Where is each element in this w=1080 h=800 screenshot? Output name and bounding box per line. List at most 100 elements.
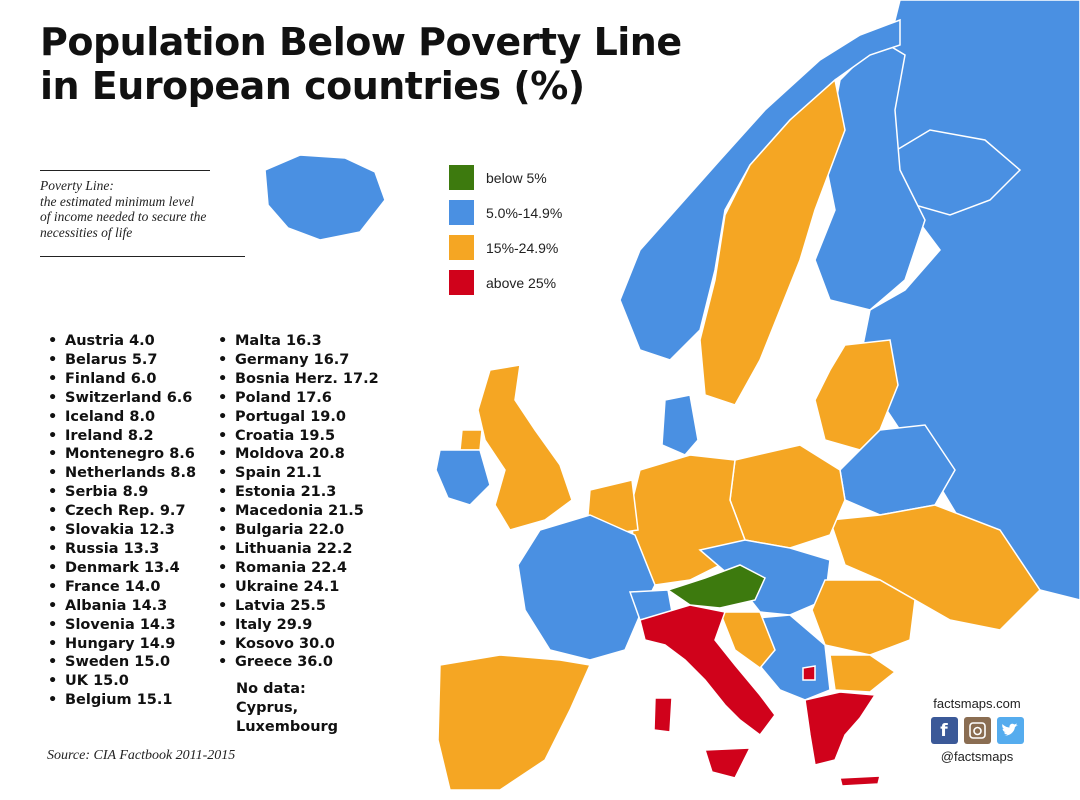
country-list-item: Greece 36.0 [218,653,379,672]
region-northern-ireland [459,429,483,451]
legend-label: 5.0%-14.9% [486,204,563,221]
country-name: Bosnia Herz. [235,370,338,387]
legend-label: 15%-24.9% [486,239,559,256]
country-name: Bulgaria [235,522,304,539]
region-ukraine [828,504,1041,631]
legend-swatch [449,235,474,260]
country-value: 30.0 [299,635,335,652]
region-great-britain [477,364,573,531]
region-finland [814,39,926,311]
brand-handle[interactable]: @factsmaps [940,749,1014,764]
country-list-item: Belgium 15.1 [48,691,196,710]
legend-item: 15%-24.9% [449,235,562,260]
country-value: 24.1 [303,578,340,595]
country-name: Croatia [235,427,295,444]
instagram-icon[interactable] [963,717,991,744]
country-name: Ukraine [235,578,299,595]
country-name: France [65,578,120,595]
country-list-item: Denmark 13.4 [48,559,196,578]
country-name: Iceland [65,408,125,425]
country-value: 13.3 [123,540,160,557]
country-value: 8.8 [170,465,197,482]
country-name: Romania [235,559,307,576]
legend-item: 5.0%-14.9% [449,200,562,225]
legend-swatch [449,270,474,295]
country-name: Netherlands [65,465,166,482]
country-name: Belgium [65,692,132,709]
country-name: Serbia [65,484,118,501]
country-value: 21.3 [300,484,337,501]
legend-label: above 25% [486,274,557,291]
region-sicily [703,747,752,779]
country-name: Italy [235,616,272,633]
legend-label: below 5% [486,169,547,186]
country-value: 21.5 [328,503,364,520]
definition-bottom-rule [40,256,245,257]
country-list-item: Sweden 15.0 [48,653,196,672]
definition-line: the estimated minimum level [40,193,195,209]
region-italy [639,604,776,737]
country-value: 19.5 [299,427,336,444]
country-list-item: Slovakia 12.3 [48,521,196,540]
country-name: Lithuania [235,540,312,557]
country-list-item: Czech Rep. 9.7 [48,502,196,521]
country-value: 8.9 [122,484,149,501]
country-name: Slovenia [65,616,135,633]
brand-block: factsmaps.com f @factsmaps [922,696,1032,764]
brand-site[interactable]: factsmaps.com [933,696,1021,711]
country-name: UK [65,673,89,690]
no-data-note: No data: Cyprus, Luxembourg [236,680,338,737]
country-name: Ireland [65,427,123,444]
country-name: Moldova [235,446,304,463]
region-denmark [661,394,699,456]
country-name: Germany [235,351,309,368]
country-list-item: Bosnia Herz. 17.2 [218,370,379,389]
country-list-item: Austria 4.0 [48,332,196,351]
country-value: 14.9 [139,635,176,652]
twitter-icon[interactable] [996,717,1024,744]
country-value: 29.9 [276,616,313,633]
region-kosovo [802,665,816,681]
country-name: Slovakia [65,522,135,539]
country-list-item: Latvia 25.5 [218,597,379,616]
country-list-item: Croatia 19.5 [218,427,379,446]
country-value: 16.3 [285,333,322,349]
map-legend: below 5% 5.0%-14.9% 15%-24.9% above 25% [449,165,562,305]
country-list-item: Italy 29.9 [218,616,379,635]
country-list-item: Malta 16.3 [218,332,379,351]
country-name: Montenegro [65,446,165,463]
country-value: 17.6 [296,389,332,406]
map-title: Population Below Poverty Line in Europea… [40,20,682,108]
social-icons: f [922,717,1032,744]
country-list-item: Kosovo 30.0 [218,635,379,654]
facebook-icon[interactable]: f [930,717,958,744]
country-value: 6.6 [166,389,193,406]
poverty-line-definition: Poverty Line: the estimated minimum leve… [40,178,260,240]
country-list-item: Switzerland 6.6 [48,389,196,408]
country-list-item: UK 15.0 [48,672,196,691]
region-kola [878,129,1022,216]
country-value: 25.5 [290,597,327,614]
region-greece [804,691,877,766]
country-list-column-1: Austria 4.0Belarus 5.7Finland 6.0Switzer… [48,332,196,710]
country-value: 14.3 [131,597,168,614]
country-list-item: Moldova 20.8 [218,445,379,464]
country-name: Spain [235,465,281,482]
region-poland [729,444,846,549]
country-value: 5.7 [131,351,158,368]
country-value: 12.3 [139,522,175,539]
country-name: Belarus [65,351,127,368]
country-value: 16.7 [313,351,350,368]
country-name: Albania [65,597,127,614]
country-value: 4.0 [129,333,155,349]
region-ireland [435,449,491,506]
country-value: 9.7 [159,503,186,520]
country-name: Poland [235,389,292,406]
country-list-item: Portugal 19.0 [218,408,379,427]
no-data-country: Luxembourg [236,718,339,735]
definition-line: of income needed to secure the [40,209,207,224]
country-list-item: Russia 13.3 [48,540,196,559]
source-note: Source: CIA Factbook 2011-2015 [47,748,236,763]
country-list-item: Montenegro 8.6 [48,445,196,464]
country-value: 13.4 [143,559,180,576]
